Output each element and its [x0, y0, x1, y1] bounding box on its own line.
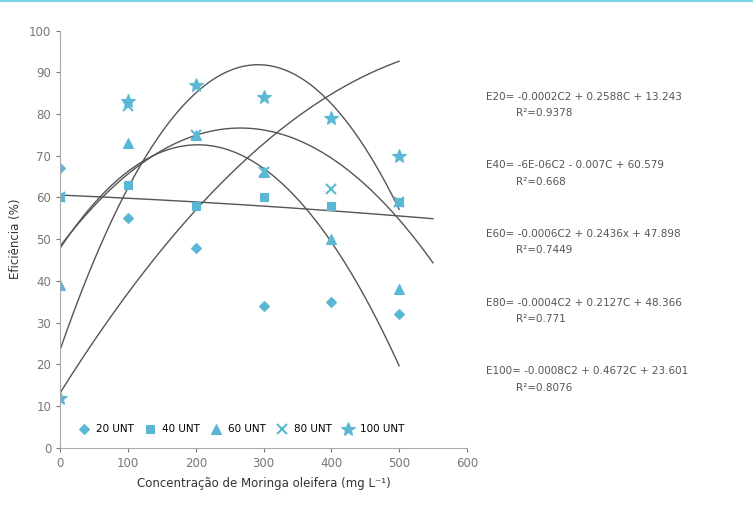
- Text: R²=0.9378: R²=0.9378: [516, 108, 572, 118]
- Text: R²=0.8076: R²=0.8076: [516, 383, 572, 393]
- Text: R²=0.771: R²=0.771: [516, 314, 566, 324]
- Text: E100= -0.0008C2 + 0.4672C + 23.601: E100= -0.0008C2 + 0.4672C + 23.601: [486, 366, 688, 377]
- Text: R²=0.7449: R²=0.7449: [516, 245, 572, 256]
- Y-axis label: Eficiência (%): Eficiência (%): [9, 199, 22, 279]
- Text: E60= -0.0006C2 + 0.2436x + 47.898: E60= -0.0006C2 + 0.2436x + 47.898: [486, 229, 680, 239]
- X-axis label: Concentração de Moringa oleifera (mg L⁻¹): Concentração de Moringa oleifera (mg L⁻¹…: [137, 477, 390, 490]
- Text: E40= -6E-06C2 - 0.007C + 60.579: E40= -6E-06C2 - 0.007C + 60.579: [486, 160, 663, 171]
- Text: R²=0.668: R²=0.668: [516, 177, 566, 187]
- Text: E20= -0.0002C2 + 0.2588C + 13.243: E20= -0.0002C2 + 0.2588C + 13.243: [486, 92, 681, 102]
- Text: E80= -0.0004C2 + 0.2127C + 48.366: E80= -0.0004C2 + 0.2127C + 48.366: [486, 298, 681, 308]
- Legend: 20 UNT, 40 UNT, 60 UNT, 80 UNT, 100 UNT: 20 UNT, 40 UNT, 60 UNT, 80 UNT, 100 UNT: [74, 425, 405, 434]
